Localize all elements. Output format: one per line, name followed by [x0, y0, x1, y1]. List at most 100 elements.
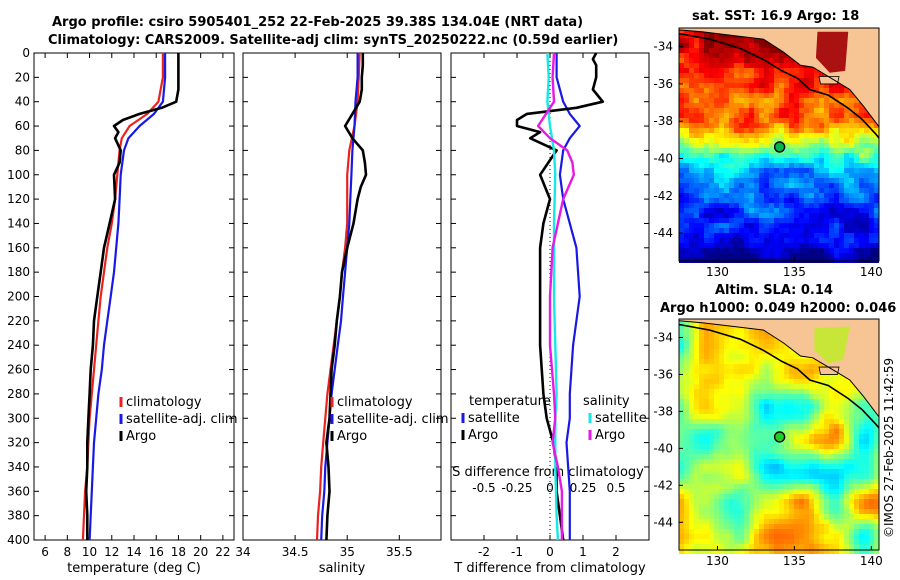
map-cell: [699, 389, 704, 394]
map-cell: [814, 424, 819, 429]
map-cell: [864, 549, 869, 554]
map-cell: [704, 354, 709, 359]
map-cell: [694, 118, 699, 123]
map-cell: [784, 479, 789, 484]
map-cell: [694, 444, 699, 449]
map-cell: [754, 138, 759, 143]
map-cell: [844, 203, 849, 208]
map-cell: [699, 524, 704, 529]
map-cell: [784, 158, 789, 163]
map-cell: [719, 128, 724, 133]
map-cell: [824, 504, 829, 509]
map-cell: [714, 474, 719, 479]
map-cell: [719, 479, 724, 484]
map-cell: [829, 384, 834, 389]
map-cell: [774, 389, 779, 394]
map-cell: [839, 243, 844, 248]
map-cell: [764, 539, 769, 544]
map-cell: [699, 354, 704, 359]
map-cell: [844, 494, 849, 499]
map-cell: [699, 469, 704, 474]
map-cell: [824, 163, 829, 168]
map-cell: [849, 544, 854, 549]
map-cell: [684, 213, 689, 218]
map-cell: [704, 454, 709, 459]
map-cell: [714, 484, 719, 489]
map-cell: [854, 444, 859, 449]
map-cell: [729, 243, 734, 248]
map-cell: [844, 98, 849, 103]
map-cell: [849, 529, 854, 534]
map-cell: [679, 63, 684, 68]
map-cell: [679, 509, 684, 514]
map-cell: [719, 148, 724, 153]
map-cell: [794, 399, 799, 404]
map-cell: [689, 539, 694, 544]
map-cell: [729, 48, 734, 53]
map-cell: [694, 384, 699, 389]
map-cell: [764, 529, 769, 534]
map-cell: [839, 208, 844, 213]
map-cell: [704, 324, 709, 329]
y-tick-label: 240: [7, 338, 30, 352]
map-cell: [704, 519, 709, 524]
map-cell: [779, 504, 784, 509]
map-cell: [684, 103, 689, 108]
map-cell: [684, 88, 689, 93]
map-cell: [824, 133, 829, 138]
map-cell: [839, 128, 844, 133]
map-cell: [724, 228, 729, 233]
map-cell: [684, 454, 689, 459]
map-cell: [789, 389, 794, 394]
map-cell: [699, 58, 704, 63]
map-cell: [699, 509, 704, 514]
map-cell: [844, 178, 849, 183]
map-cell: [734, 253, 739, 258]
map-cell: [824, 404, 829, 409]
map-cell: [739, 73, 744, 78]
map-cell: [769, 534, 774, 539]
map-cell: [859, 404, 864, 409]
map-cell: [869, 233, 874, 238]
map-cell: [719, 484, 724, 489]
map-cell: [794, 103, 799, 108]
map-cell: [844, 238, 849, 243]
map-cell: [689, 349, 694, 354]
map-cell: [809, 108, 814, 113]
map-cell: [744, 529, 749, 534]
map-cell: [774, 233, 779, 238]
map-cell: [784, 153, 789, 158]
map-cell: [839, 484, 844, 489]
map-cell: [694, 158, 699, 163]
map-cell: [864, 223, 869, 228]
map-cell: [709, 329, 714, 334]
map-cell: [849, 183, 854, 188]
map-cell: [794, 454, 799, 459]
map-cell: [849, 539, 854, 544]
map-cell: [694, 88, 699, 93]
map-cell: [774, 449, 779, 454]
map-cell: [729, 509, 734, 514]
map-cell: [689, 233, 694, 238]
map-cell: [774, 93, 779, 98]
map-cell: [744, 163, 749, 168]
map-cell: [784, 449, 789, 454]
map-cell: [749, 133, 754, 138]
map-cell: [794, 228, 799, 233]
map-cell: [699, 504, 704, 509]
map-cell: [854, 409, 859, 414]
map-cell: [684, 183, 689, 188]
map-cell: [824, 123, 829, 128]
map-cell: [764, 203, 769, 208]
map-cell: [699, 128, 704, 133]
map-cell: [769, 384, 774, 389]
map-cell: [804, 449, 809, 454]
map-cell: [734, 349, 739, 354]
map-cell: [764, 359, 769, 364]
map-cell: [734, 389, 739, 394]
map-cell: [734, 474, 739, 479]
map-cell: [869, 444, 874, 449]
map-cell: [724, 93, 729, 98]
map-cell: [684, 359, 689, 364]
map-cell: [829, 243, 834, 248]
